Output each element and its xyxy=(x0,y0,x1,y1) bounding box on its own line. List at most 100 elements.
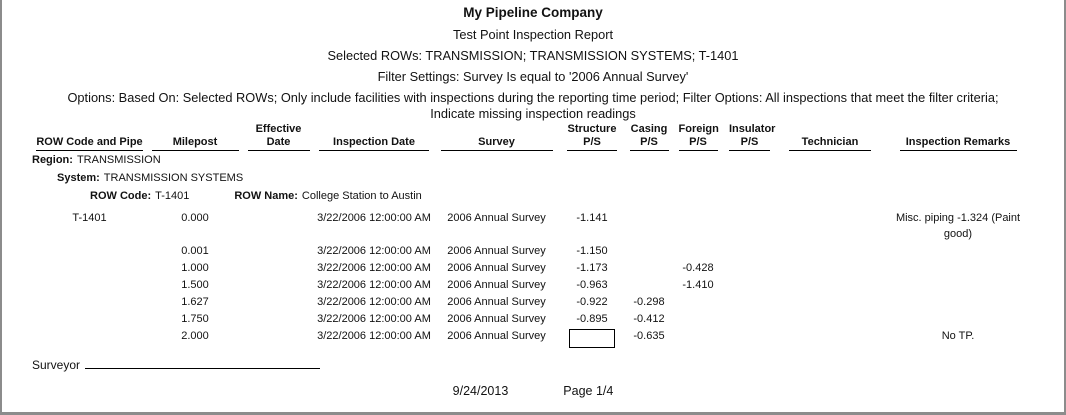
column-header-row: ROW Code and Pipe Milepost Effective Dat… xyxy=(32,123,1032,151)
structure-ps-cell: -0.963 xyxy=(576,279,608,291)
inspection-date-cell: 3/22/2006 12:00:00 AM xyxy=(317,262,431,274)
table-row: 1.500 3/22/2006 12:00:00 AM 2006 Annual … xyxy=(32,276,1032,293)
col-header-structure-ps: Structure P/S xyxy=(559,123,625,151)
effective-date-cell xyxy=(243,310,314,327)
row-code-group-row: ROW Code: T-1401 ROW Name: College Station … xyxy=(32,187,1032,205)
system-label: System: xyxy=(57,172,100,184)
technician-cell xyxy=(776,205,884,242)
col-header-milepost: Milepost xyxy=(147,123,243,151)
row-code-cell xyxy=(32,259,147,276)
survey-cell: 2006 Annual Survey xyxy=(447,245,546,257)
survey-cell: 2006 Annual Survey xyxy=(447,313,546,325)
col-header-casing-ps: Casing P/S xyxy=(625,123,673,151)
col-header-foreign-ps: Foreign P/S xyxy=(673,123,723,151)
table-row: 0.001 3/22/2006 12:00:00 AM 2006 Annual … xyxy=(32,242,1032,259)
col-header-inspection-remarks: Inspection Remarks xyxy=(884,123,1032,151)
selected-rows-line: Selected ROWs: TRANSMISSION; TRANSMISSIO… xyxy=(327,48,739,63)
milepost-cell: 0.001 xyxy=(181,245,209,257)
remarks-cell xyxy=(884,310,1032,327)
col-header-survey: Survey xyxy=(434,123,559,151)
row-name-value: College Station to Austin xyxy=(301,190,422,202)
system-group-row: System: TRANSMISSION SYSTEMS xyxy=(32,169,1032,187)
milepost-cell: 1.500 xyxy=(181,279,209,291)
structure-ps-cell: -0.922 xyxy=(576,296,608,308)
row-name-label: ROW Name: xyxy=(234,190,298,202)
casing-ps-cell xyxy=(625,242,673,259)
foreign-ps-cell xyxy=(673,242,723,259)
report-title: My Pipeline Company xyxy=(463,5,603,20)
region-label: Region: xyxy=(32,154,73,166)
inspection-date-cell: 3/22/2006 12:00:00 AM xyxy=(317,296,431,308)
foreign-ps-cell: -1.410 xyxy=(682,279,714,291)
col-header-row-code-and-pipe: ROW Code and Pipe xyxy=(32,123,147,151)
col-header-insulator-ps: Insulator P/S xyxy=(723,123,776,151)
row-code-label: ROW Code: xyxy=(90,190,152,202)
inspection-date-cell: 3/22/2006 12:00:00 AM xyxy=(317,313,431,325)
effective-date-cell xyxy=(243,259,314,276)
foreign-ps-cell xyxy=(673,205,723,242)
structure-ps-cell: -0.895 xyxy=(576,313,608,325)
structure-ps-cell: -1.150 xyxy=(576,245,608,257)
report-footer: 9/24/2013 Page 1/4 xyxy=(2,384,1064,398)
effective-date-cell xyxy=(243,327,314,348)
row-code-cell xyxy=(32,242,147,259)
foreign-ps-cell: -0.428 xyxy=(682,262,714,274)
foreign-ps-cell xyxy=(673,310,723,327)
remarks-cell xyxy=(884,242,1032,259)
region-value: TRANSMISSION xyxy=(76,154,161,166)
structure-ps-cell: -1.141 xyxy=(576,212,608,224)
technician-cell xyxy=(776,242,884,259)
table-row: 1.627 3/22/2006 12:00:00 AM 2006 Annual … xyxy=(32,293,1032,310)
col-header-inspection-date: Inspection Date xyxy=(314,123,434,151)
insulator-ps-cell xyxy=(723,310,776,327)
survey-cell: 2006 Annual Survey xyxy=(447,212,546,224)
casing-ps-cell xyxy=(625,205,673,242)
row-code-cell xyxy=(32,276,147,293)
table-row: 1.750 3/22/2006 12:00:00 AM 2006 Annual … xyxy=(32,310,1032,327)
insulator-ps-cell xyxy=(723,327,776,348)
table-row: 2.000 3/22/2006 12:00:00 AM 2006 Annual … xyxy=(32,327,1032,348)
milepost-cell: 1.000 xyxy=(181,262,209,274)
foreign-ps-cell xyxy=(673,327,723,348)
technician-cell xyxy=(776,327,884,348)
row-code-value: T-1401 xyxy=(155,190,190,202)
filter-settings-line: Filter Settings: Survey Is equal to '200… xyxy=(377,69,689,84)
remarks-cell xyxy=(884,293,1032,310)
milepost-cell: 2.000 xyxy=(181,330,209,342)
page-number: Page 1/4 xyxy=(563,384,614,398)
row-code-cell xyxy=(32,327,147,348)
inspection-table: ROW Code and Pipe Milepost Effective Dat… xyxy=(32,123,1032,348)
effective-date-cell xyxy=(243,242,314,259)
options-line: Options: Based On: Selected ROWs; Only i… xyxy=(67,90,999,105)
col-header-technician: Technician xyxy=(776,123,884,151)
milepost-cell: 0.000 xyxy=(181,212,209,224)
inspection-date-cell: 3/22/2006 12:00:00 AM xyxy=(317,212,431,224)
casing-ps-cell: -0.298 xyxy=(633,296,665,308)
structure-ps-cell: -1.173 xyxy=(576,262,608,274)
effective-date-cell xyxy=(243,293,314,310)
technician-cell xyxy=(776,293,884,310)
options-line-continued: Indicate missing inspection readings xyxy=(430,106,636,121)
survey-cell: 2006 Annual Survey xyxy=(447,262,546,274)
row-code-cell: T-1401 xyxy=(72,212,107,224)
casing-ps-cell xyxy=(625,276,673,293)
foreign-ps-cell xyxy=(673,293,723,310)
system-value: TRANSMISSION SYSTEMS xyxy=(103,172,244,184)
insulator-ps-cell xyxy=(723,293,776,310)
table-row: T-1401 0.000 3/22/2006 12:00:00 AM 2006 … xyxy=(32,205,1032,242)
insulator-ps-cell xyxy=(723,242,776,259)
technician-cell xyxy=(776,310,884,327)
remarks-cell xyxy=(884,259,1032,276)
report-date: 9/24/2013 xyxy=(452,384,509,398)
milepost-cell: 1.750 xyxy=(181,313,209,325)
region-group-row: Region: TRANSMISSION xyxy=(32,151,1032,169)
casing-ps-cell: -0.412 xyxy=(633,313,665,325)
table-row: 1.000 3/22/2006 12:00:00 AM 2006 Annual … xyxy=(32,259,1032,276)
survey-cell: 2006 Annual Survey xyxy=(447,296,546,308)
effective-date-cell xyxy=(243,205,314,242)
row-code-cell xyxy=(32,310,147,327)
casing-ps-cell: -0.635 xyxy=(633,330,665,342)
inspection-date-cell: 3/22/2006 12:00:00 AM xyxy=(317,279,431,291)
insulator-ps-cell xyxy=(723,276,776,293)
